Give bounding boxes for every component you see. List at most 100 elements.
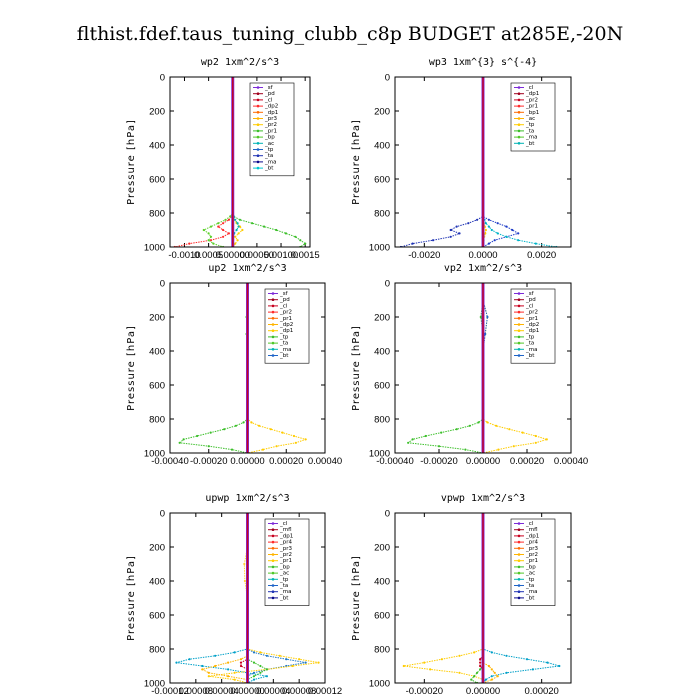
- legend-entry: _ta: [525, 583, 534, 589]
- data-point: [265, 675, 268, 678]
- legend-entry: _dp1: [279, 328, 293, 334]
- series-line-ta: [176, 513, 268, 683]
- data-point: [222, 228, 225, 232]
- x-tick-label: -0.00020: [190, 456, 228, 467]
- y-tick-label: 800: [149, 645, 165, 656]
- legend-entry: _cl: [525, 85, 534, 91]
- data-point: [222, 222, 225, 225]
- data-point: [214, 664, 217, 668]
- data-point: [178, 441, 181, 444]
- data-point: [464, 448, 467, 451]
- data-point: [470, 678, 473, 681]
- y-tick-label: 600: [149, 381, 165, 392]
- legend-marker: [517, 129, 521, 133]
- data-point: [490, 228, 493, 232]
- legend-marker: [271, 341, 275, 345]
- data-point: [236, 239, 239, 242]
- legend-entry: _cl: [525, 521, 534, 527]
- data-point: [251, 222, 254, 225]
- data-point: [479, 664, 482, 668]
- data-point: [269, 428, 272, 431]
- legend-entry: _cl: [279, 303, 288, 309]
- legend-entry: _ma: [525, 135, 537, 141]
- y-tick-label: 0: [385, 279, 390, 290]
- legend-marker: [256, 154, 260, 157]
- data-point: [517, 232, 520, 235]
- legend-entry: _tp: [525, 577, 535, 583]
- legend-entry: _pr3: [525, 546, 539, 552]
- data-point: [304, 661, 307, 664]
- y-tick-label: 800: [374, 415, 390, 426]
- data-point: [476, 671, 479, 674]
- data-point: [423, 661, 426, 664]
- y-axis-label: Pressure [hPa]: [351, 555, 362, 641]
- data-point: [490, 675, 493, 678]
- data-point: [458, 671, 461, 674]
- data-point: [304, 438, 307, 441]
- legend-entry: _ma: [525, 589, 537, 595]
- legend-marker: [271, 540, 275, 544]
- legend-marker: [517, 298, 521, 302]
- legend-marker: [271, 596, 275, 600]
- legend-marker: [517, 596, 521, 600]
- data-point: [484, 678, 487, 681]
- data-point: [487, 218, 490, 221]
- series-group: [173, 77, 307, 247]
- legend-entry: _pr1: [279, 316, 292, 322]
- chart-panel-5: upwp 1xm^2/s^3 Pressure [hPa] 0 200 400 600 80…: [126, 493, 342, 697]
- legend-entry: _mfl: [279, 527, 292, 533]
- data-point: [188, 658, 191, 661]
- series-line-pr1: [403, 513, 484, 683]
- data-point: [209, 239, 213, 242]
- legend-entry: _pr4: [525, 540, 539, 546]
- legend-entry: _pd: [264, 91, 275, 97]
- y-tick-label: 0: [160, 73, 165, 84]
- legend-entry: _tp: [525, 334, 535, 340]
- y-tick-label: 400: [149, 347, 165, 358]
- legend-marker: [271, 559, 275, 562]
- legend-marker: [256, 123, 260, 126]
- y-tick-label: 1000: [369, 243, 390, 254]
- data-point: [265, 654, 268, 657]
- data-point: [207, 671, 210, 674]
- legend-marker: [517, 123, 521, 126]
- legend-marker: [271, 578, 275, 581]
- data-point: [505, 671, 508, 674]
- data-point: [484, 222, 487, 225]
- y-tick-label: 400: [149, 577, 165, 588]
- legend-marker: [517, 111, 521, 114]
- legend-entry: _dp2: [264, 104, 278, 110]
- chart-panels: wp2 1xm^2/s^3 Pressure [hPa] 0 200 400 600 800…: [126, 57, 588, 697]
- legend-entry: _pr2: [525, 552, 538, 558]
- data-point: [294, 235, 297, 238]
- series-line-ta: [400, 77, 484, 247]
- legend-marker: [517, 135, 521, 139]
- data-point: [291, 664, 294, 668]
- data-point: [437, 445, 441, 448]
- x-tick-label: 0.00000: [466, 456, 500, 467]
- legend-marker: [517, 317, 521, 320]
- legend-entry: _ta: [279, 341, 288, 347]
- legend-entry: _ma: [264, 159, 276, 165]
- panel-title: vpwp 1xm^2/s^3: [441, 493, 525, 504]
- data-point: [252, 651, 256, 654]
- legend-marker: [256, 135, 260, 139]
- plot-frame: [169, 282, 326, 454]
- legend-marker: [271, 348, 275, 351]
- legend-marker: [256, 160, 260, 164]
- legend-marker: [271, 547, 275, 550]
- y-tick-label: 200: [374, 107, 390, 118]
- data-point: [175, 661, 178, 664]
- legend-entry: _pr1: [525, 558, 538, 564]
- data-point: [217, 222, 220, 225]
- data-point: [484, 228, 487, 232]
- x-tick-label: 0.00020: [524, 686, 558, 697]
- legend-marker: [271, 354, 275, 357]
- legend-marker: [271, 584, 275, 587]
- series-line-pr3: [202, 77, 234, 247]
- y-tick-label: 400: [374, 141, 390, 152]
- data-point: [484, 332, 487, 336]
- data-point: [207, 232, 210, 235]
- data-point: [238, 218, 242, 221]
- data-point: [525, 658, 529, 661]
